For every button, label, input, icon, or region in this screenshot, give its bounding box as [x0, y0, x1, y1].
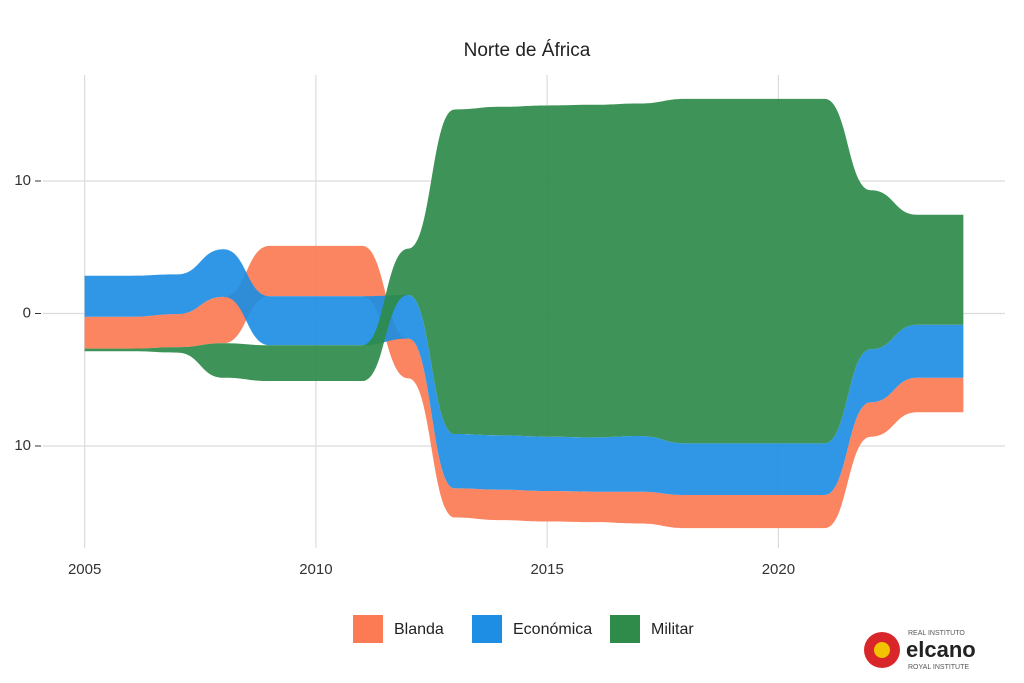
legend-swatch — [610, 615, 640, 643]
chart-title: Norte de África — [464, 40, 591, 61]
legend-label: Blanda — [394, 621, 444, 638]
y-tick-label: 10 — [14, 437, 31, 454]
legend-label: Militar — [651, 621, 694, 638]
logo-name: elcano — [906, 637, 976, 662]
logo-bottom: ROYAL INSTITUTE — [908, 664, 969, 671]
logo-top: REAL INSTITUTO — [908, 630, 965, 637]
x-tick-label: 2010 — [299, 561, 332, 578]
x-tick-label: 2020 — [762, 561, 795, 578]
legend-swatch — [472, 615, 502, 643]
legend-label: Económica — [513, 621, 592, 638]
stream-area — [84, 98, 964, 444]
x-tick-label: 2015 — [530, 561, 563, 578]
x-tick-label: 2005 — [68, 561, 101, 578]
y-tick-label: 0 — [23, 304, 31, 321]
legend-swatch — [353, 615, 383, 643]
logo: REAL INSTITUTO elcano ROYAL INSTITUTE — [864, 630, 976, 671]
y-tick-label: 10 — [14, 172, 31, 189]
logo-emblem-center — [874, 642, 890, 658]
stream-area — [84, 249, 964, 496]
